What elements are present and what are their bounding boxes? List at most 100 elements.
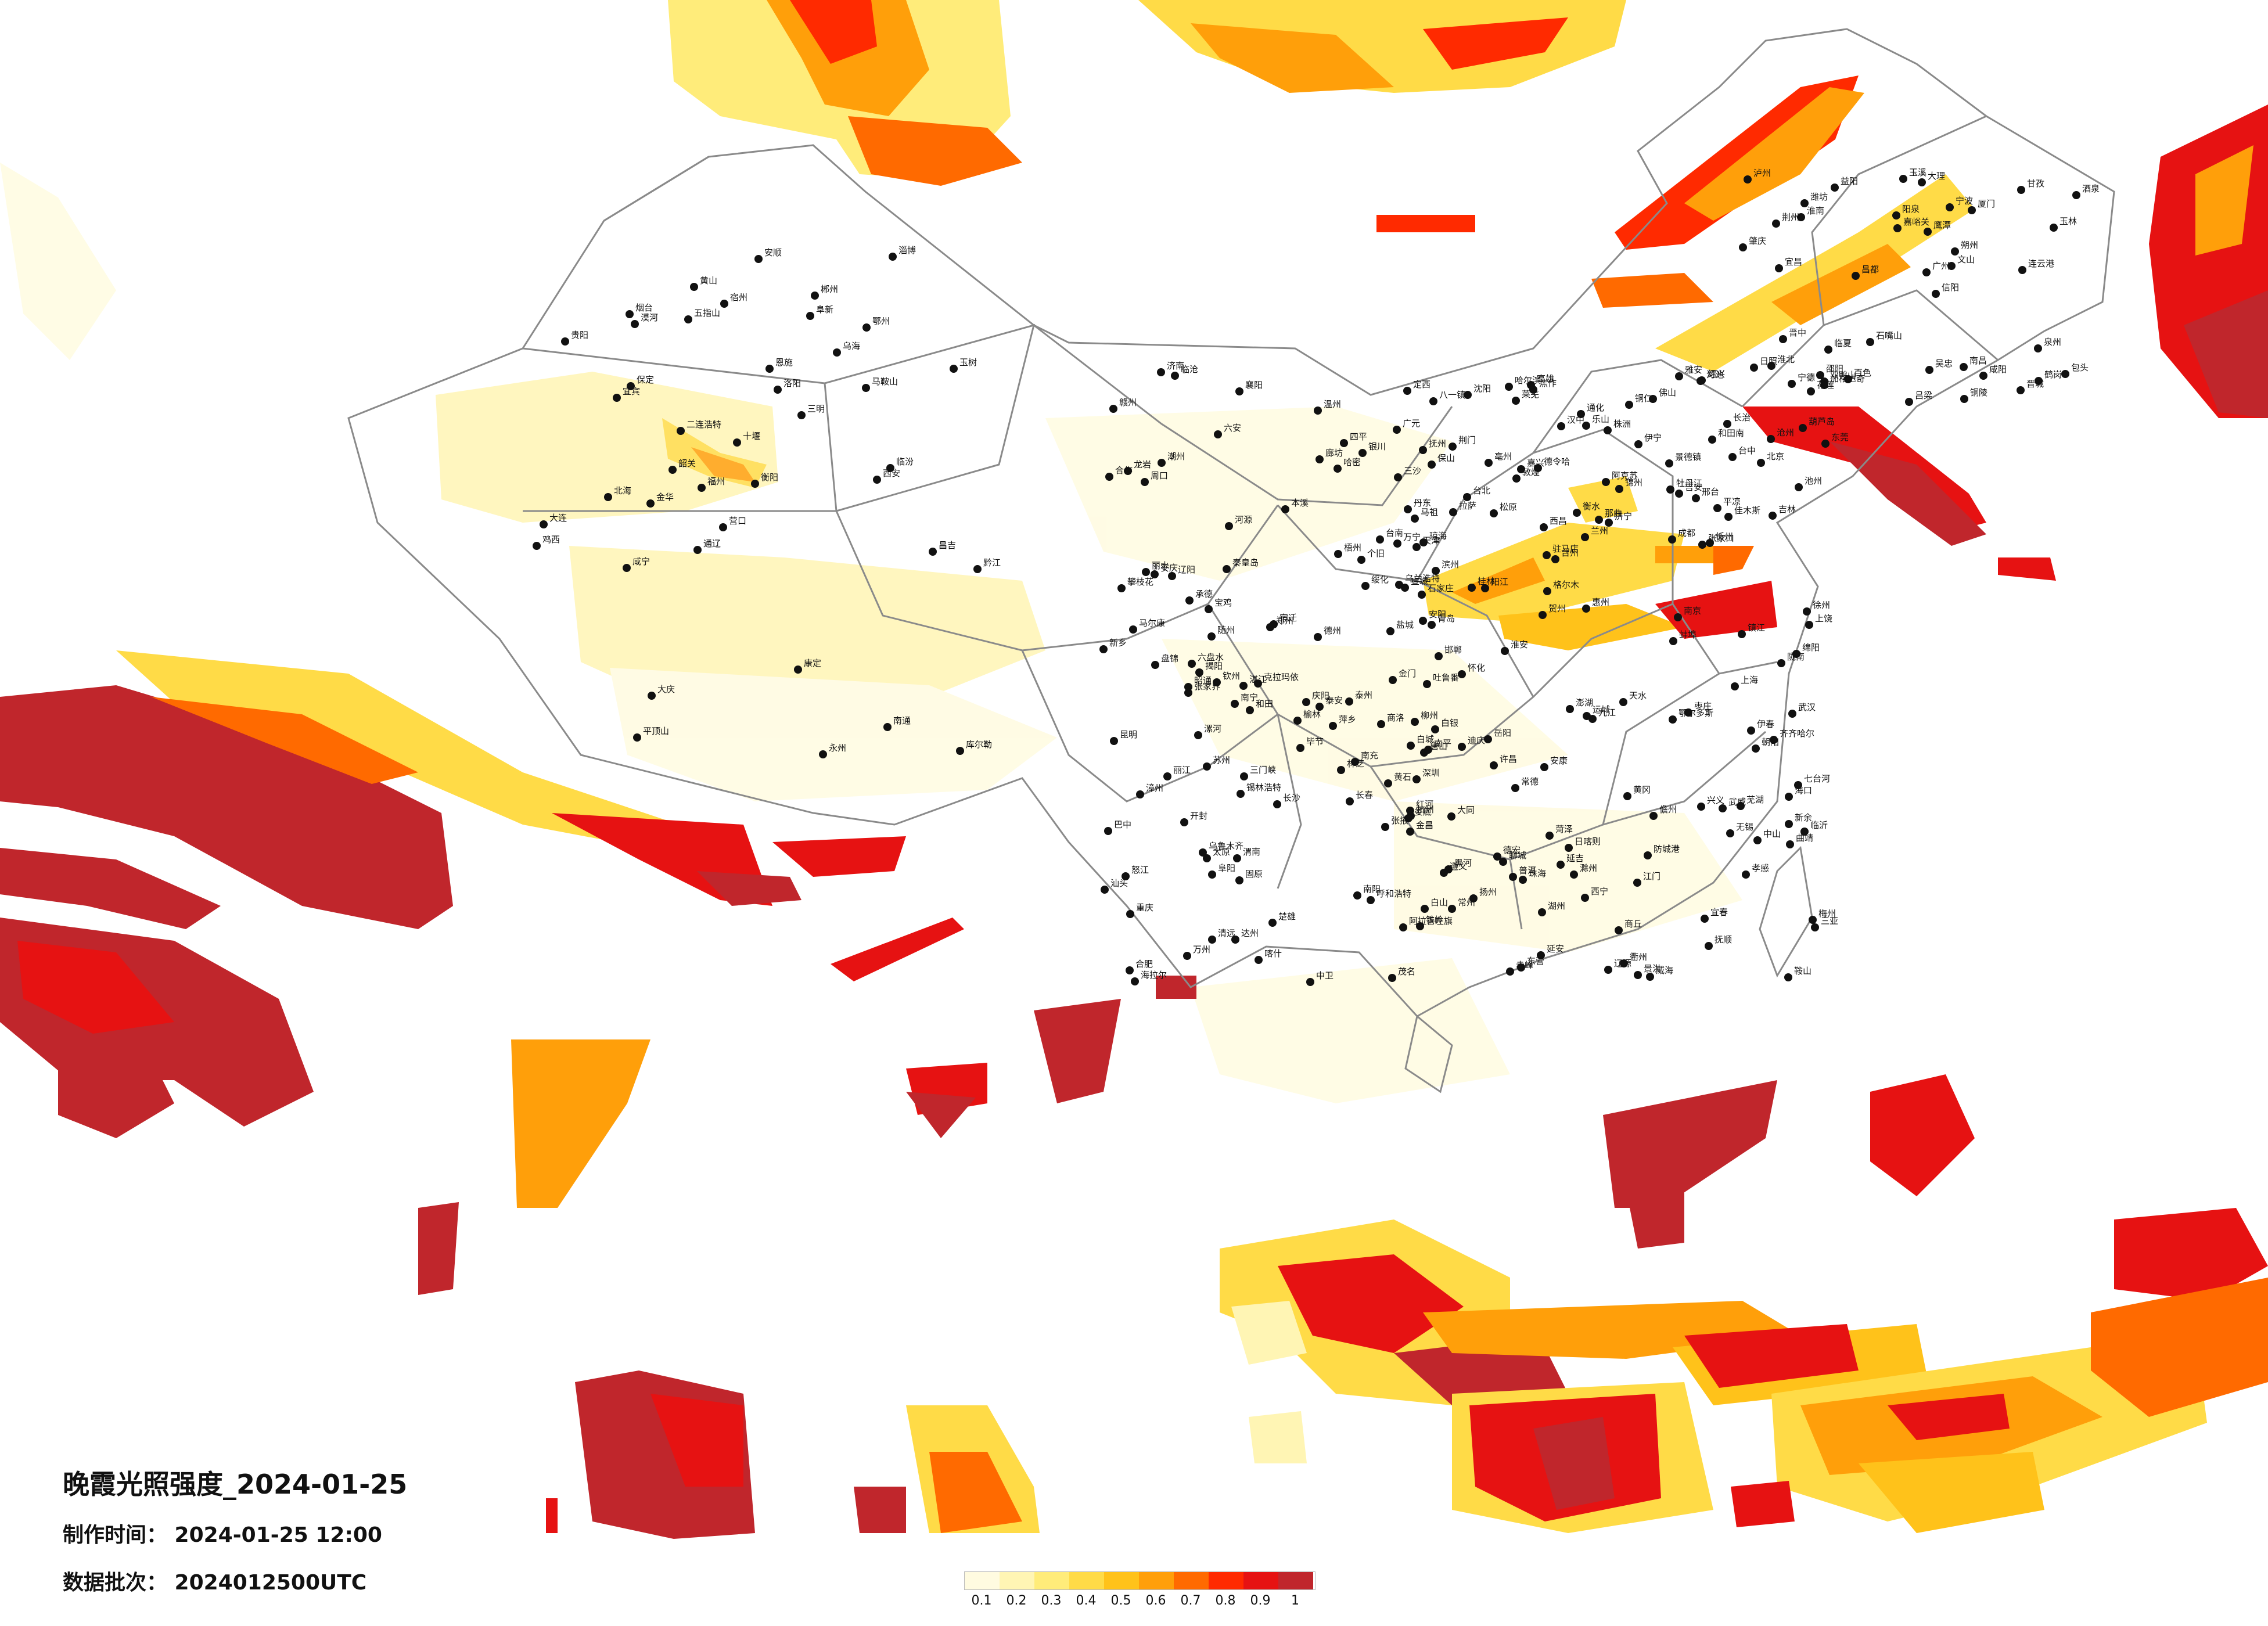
city-label: 锦州 — [1625, 477, 1642, 488]
city-dot — [1602, 478, 1610, 486]
city-dot — [1692, 494, 1700, 502]
city-dot — [1225, 522, 1233, 530]
city-label: 济南 — [1167, 361, 1184, 371]
city-dot — [1946, 203, 1954, 211]
city-label: 滨州 — [1442, 559, 1459, 570]
city-dot — [1389, 676, 1397, 684]
city-label: 榆林 — [1303, 709, 1321, 720]
city-label: 七台河 — [1804, 774, 1830, 784]
intensity-northeast — [1591, 75, 2268, 581]
city-label: 株洲 — [1613, 419, 1631, 429]
city-dot — [1757, 459, 1765, 467]
city-dot — [1490, 509, 1498, 517]
city-dot — [1619, 698, 1627, 706]
legend-tick-label: 0.8 — [1215, 1593, 1236, 1608]
city-dot — [1649, 812, 1658, 820]
city-label: 淮南 — [1807, 206, 1824, 216]
city-label: 怀化 — [1468, 663, 1485, 673]
city-markers: 伊宁克拉玛依昌吉乌鲁木齐吐鲁番哈密阿克苏库尔勒喀什和田敦煌嘉峪关德令哈格尔木玉树… — [533, 167, 2100, 986]
city-label: 南昌 — [1969, 355, 1987, 366]
city-dot — [1534, 464, 1542, 472]
city-label: 昭通 — [1194, 675, 1212, 686]
city-label: 临汾 — [896, 456, 914, 467]
legend-swatch — [965, 1572, 1000, 1589]
city-dot — [1314, 406, 1322, 415]
city-label: 百色 — [1854, 368, 1871, 378]
city-label: 广元 — [1403, 418, 1420, 429]
city-dot — [1960, 395, 1968, 403]
city-label: 曲靖 — [1796, 833, 1813, 843]
city-label: 十堰 — [743, 431, 760, 441]
city-dot — [1519, 876, 1527, 884]
city-dot — [862, 384, 870, 392]
city-dot — [1675, 372, 1683, 380]
city-dot — [1669, 715, 1677, 724]
city-dot — [1231, 700, 1239, 708]
city-dot — [1543, 587, 1551, 595]
city-label: 鹤岗 — [2044, 369, 2062, 380]
city-dot — [1538, 908, 1546, 916]
city-label: 钦州 — [1223, 671, 1240, 681]
city-label: 枣庄 — [1694, 701, 1712, 711]
city-dot — [1719, 804, 1727, 812]
city-label: 通辽 — [703, 538, 721, 549]
city-dot — [1566, 705, 1574, 713]
city-dot — [1419, 446, 1427, 454]
city-label: 威海 — [1656, 965, 1673, 976]
city-dot — [1951, 247, 1959, 256]
city-label: 吐鲁番 — [1433, 672, 1459, 683]
city-label: 太原 — [1213, 847, 1230, 857]
city-label: 六安 — [1224, 423, 1241, 433]
city-dot — [1788, 710, 1796, 718]
city-dot — [1185, 596, 1194, 605]
city-label: 咸阳 — [1989, 364, 2007, 375]
city-label: 合作 — [1115, 465, 1133, 476]
city-label: 潍坊 — [1810, 192, 1828, 202]
city-label: 贺州 — [1548, 603, 1566, 614]
city-dot — [1346, 797, 1354, 805]
city-dot — [1367, 896, 1375, 904]
city-dot — [1235, 876, 1243, 884]
city-label: 柳州 — [1421, 710, 1438, 721]
city-label: 景洪 — [1644, 963, 1661, 974]
city-label: 红河 — [1416, 799, 1433, 810]
city-label: 滁州 — [1580, 863, 1597, 873]
city-label: 二连浩特 — [686, 419, 721, 430]
city-label: 延安 — [1547, 944, 1564, 954]
city-dot — [1634, 971, 1642, 979]
city-dot — [1223, 565, 1231, 573]
made-time: 制作时间： 2024-01-25 12:00 — [63, 1523, 382, 1547]
city-dot — [1666, 485, 1674, 494]
city-dot — [1785, 793, 1793, 801]
city-label: 宁德 — [1798, 372, 1815, 383]
city-dot — [1110, 737, 1118, 745]
intensity-low — [0, 163, 1742, 1103]
city-label: 四平 — [1350, 431, 1367, 442]
city-label: 河源 — [1235, 515, 1252, 525]
city-dot — [1634, 440, 1642, 448]
city-label: 怒江 — [1131, 865, 1149, 875]
city-dot — [1440, 869, 1448, 877]
city-label: 赣州 — [1119, 397, 1137, 408]
city-label: 辽源 — [1614, 958, 1631, 969]
city-label: 八一镇 — [1439, 390, 1465, 400]
city-label: 盘锦 — [1161, 653, 1178, 664]
city-label: 库尔勒 — [966, 739, 992, 750]
city-dot — [1797, 213, 1805, 221]
city-label: 朝阳 — [1762, 737, 1779, 747]
city-label: 黔江 — [983, 557, 1001, 568]
city-dot — [811, 292, 819, 300]
city-label: 海拉尔 — [1141, 970, 1167, 980]
city-label: 昌都 — [1861, 264, 1879, 275]
city-dot — [1811, 923, 1819, 931]
city-dot — [1529, 386, 1537, 394]
city-label: 马鞍山 — [872, 376, 898, 387]
city-label: 郑州 — [1276, 616, 1293, 626]
city-label: 合肥 — [1135, 959, 1153, 969]
city-label: 五指山 — [694, 308, 720, 318]
city-dot — [1481, 584, 1489, 592]
city-label: 淮北 — [1777, 354, 1795, 365]
city-dot — [1399, 923, 1407, 931]
city-dot — [1490, 761, 1498, 769]
city-label: 昌吉 — [939, 540, 956, 551]
